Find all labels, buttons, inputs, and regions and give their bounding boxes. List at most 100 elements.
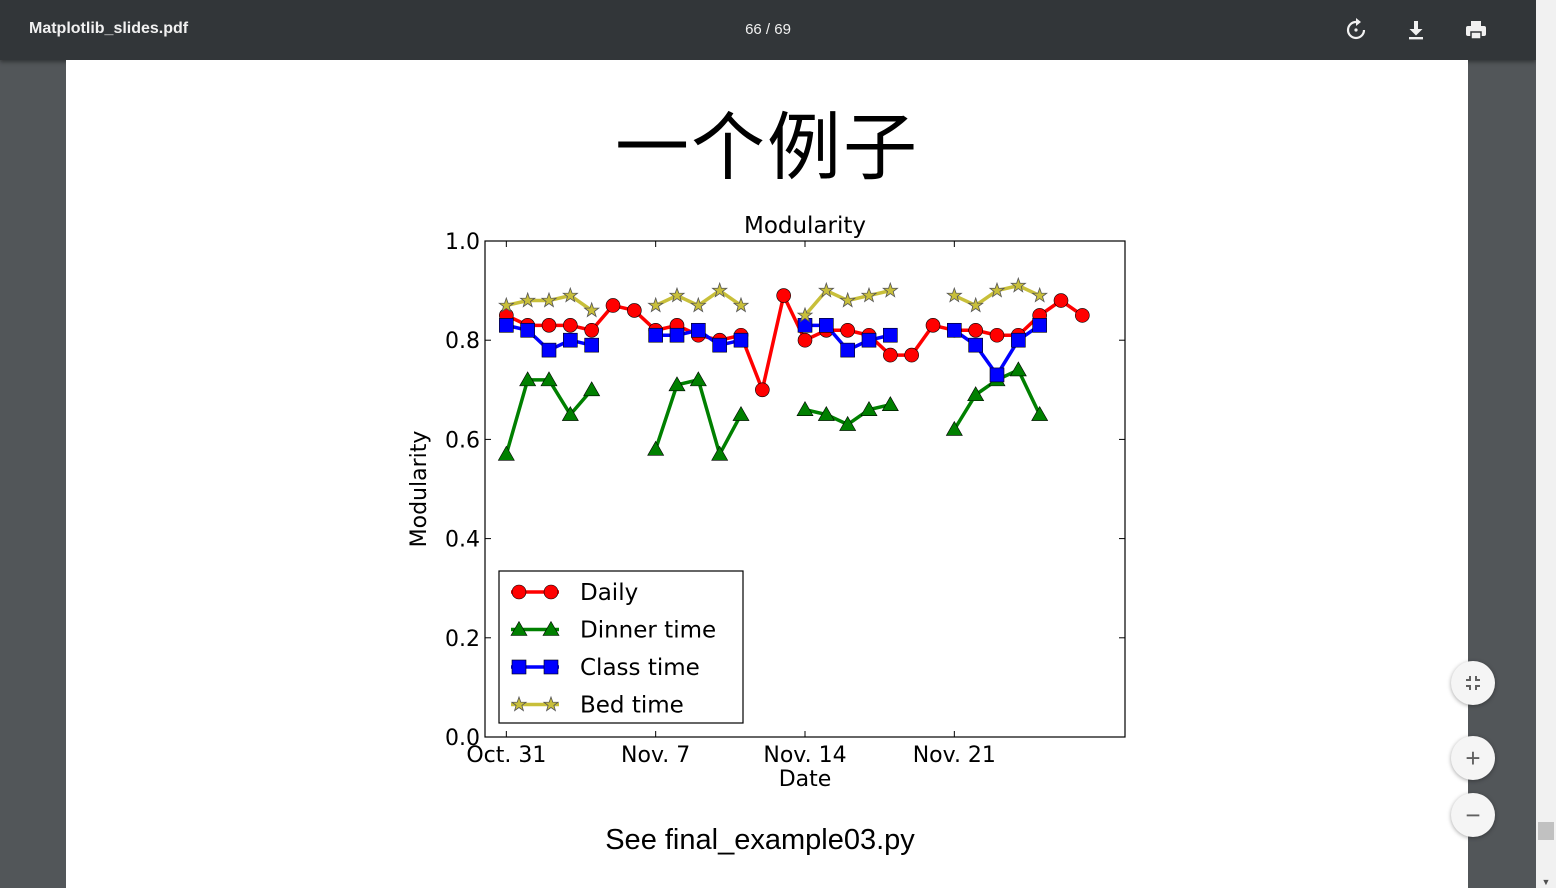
point-class-time: [520, 322, 535, 338]
point-daily: [904, 347, 919, 363]
point-class-time: [947, 322, 962, 338]
y-tick-label: 0.2: [445, 627, 480, 652]
legend-marker-bed-time: [510, 695, 528, 712]
point-dinner-time: [1009, 361, 1027, 377]
point-bed-time: [732, 296, 750, 313]
legend-label-daily: Daily: [580, 580, 638, 606]
modularity-chart: 0.0 0.2 0.4 0.6 0.8 1.0 Oct. 31 Nov. 7 Nov. 14 No…: [407, 213, 1126, 792]
point-bed-time: [668, 286, 686, 303]
point-bed-time: [818, 281, 835, 298]
point-dinner-time: [647, 440, 665, 456]
point-daily: [797, 332, 813, 348]
legend-marker-dinner-time: [542, 620, 560, 636]
point-daily: [989, 327, 1005, 343]
point-dinner-time: [945, 420, 963, 436]
point-dinner-time: [519, 371, 537, 387]
point-daily: [584, 322, 599, 338]
print-icon: [1466, 21, 1486, 40]
point-class-time: [712, 337, 727, 353]
point-daily: [1075, 308, 1090, 323]
point-bed-time: [967, 296, 984, 313]
pdf-toolbar: Matplotlib_slides.pdf 66 / 69: [0, 0, 1536, 60]
legend-label-dinner-time: Dinner time: [580, 618, 716, 644]
point-class-time: [1011, 332, 1026, 348]
point-dinner-time: [732, 405, 750, 421]
print-button[interactable]: [1461, 15, 1491, 45]
legend-marker-daily: [543, 584, 559, 600]
zoom-in-button[interactable]: +: [1451, 736, 1495, 780]
y-axis-label: Modularity: [407, 431, 432, 548]
legend-marker-daily: [511, 584, 527, 600]
point-bed-time: [946, 286, 963, 303]
y-tick-label: 0.0: [445, 726, 480, 751]
point-bed-time: [690, 296, 707, 313]
scroll-down-arrow-icon[interactable]: ▼: [1541, 877, 1551, 887]
scrollbar[interactable]: [1536, 0, 1556, 888]
point-class-time: [883, 327, 898, 343]
point-class-time: [499, 318, 514, 333]
y-tick-label: 1.0: [445, 230, 480, 255]
scrollbar-thumb[interactable]: [1538, 822, 1554, 840]
y-tick-label: 0.4: [445, 528, 480, 553]
point-dinner-time: [711, 445, 729, 461]
legend-label-class-time: Class time: [580, 655, 700, 681]
slide-caption: See final_example03.py: [605, 824, 915, 856]
zoom-out-button[interactable]: −: [1451, 793, 1495, 837]
point-class-time: [989, 367, 1005, 383]
point-class-time: [584, 337, 599, 353]
point-bed-time: [647, 296, 664, 313]
point-dinner-time: [668, 376, 686, 392]
x-tick-label: Nov. 14: [763, 743, 846, 768]
point-bed-time: [1010, 276, 1027, 293]
point-class-time: [861, 332, 877, 348]
y-tick-label: 0.6: [445, 428, 480, 453]
point-daily: [563, 318, 578, 333]
x-tick-label: Nov. 7: [621, 743, 690, 768]
point-daily: [541, 318, 557, 333]
point-bed-time: [1031, 286, 1048, 303]
point-class-time: [691, 322, 706, 338]
rotate-button[interactable]: [1341, 15, 1371, 45]
point-class-time: [840, 342, 855, 358]
point-dinner-time: [1031, 405, 1049, 421]
fit-page-icon: [1466, 676, 1480, 690]
point-dinner-time: [561, 405, 579, 421]
x-tick-label: Oct. 31: [466, 743, 546, 768]
point-bed-time: [711, 281, 728, 298]
point-daily: [605, 298, 621, 313]
legend-marker-class-time: [543, 659, 559, 675]
x-tick-label: Nov. 21: [913, 743, 996, 768]
point-bed-time: [519, 291, 536, 308]
point-dinner-time: [497, 445, 515, 461]
zoom-in-icon: +: [1465, 743, 1481, 773]
chart-title: Modularity: [744, 213, 866, 239]
fit-page-button[interactable]: [1451, 661, 1495, 705]
point-daily: [925, 318, 941, 333]
page-counter[interactable]: 66 / 69: [745, 21, 791, 38]
rotate-icon: [1346, 18, 1366, 40]
point-bed-time: [839, 291, 856, 308]
series-line-dinner-time: [654, 377, 743, 459]
point-bed-time: [882, 281, 899, 298]
zoom-out-icon: −: [1465, 800, 1481, 830]
point-daily: [755, 382, 770, 398]
point-dinner-time: [967, 386, 985, 402]
point-dinner-time: [860, 401, 878, 416]
point-bed-time: [796, 306, 814, 323]
point-class-time: [819, 318, 834, 333]
point-bed-time: [540, 291, 558, 308]
point-dinner-time: [689, 371, 707, 387]
document-title: Matplotlib_slides.pdf: [29, 20, 189, 37]
point-class-time: [563, 332, 578, 348]
point-daily: [776, 288, 791, 303]
download-button[interactable]: [1401, 15, 1431, 45]
pdf-page: 一个例子 0.0 0.2 0.4 0.6 0.8 1.0 Oct. 31 Nov. 7 Nov.…: [66, 60, 1468, 888]
y-tick-label: 0.8: [445, 329, 480, 354]
point-daily: [968, 322, 983, 338]
point-class-time: [968, 337, 983, 353]
series-line-daily: [505, 290, 1084, 396]
point-bed-time: [988, 281, 1006, 298]
point-bed-time: [498, 296, 515, 313]
point-bed-time: [583, 301, 600, 318]
point-class-time: [1032, 318, 1047, 333]
